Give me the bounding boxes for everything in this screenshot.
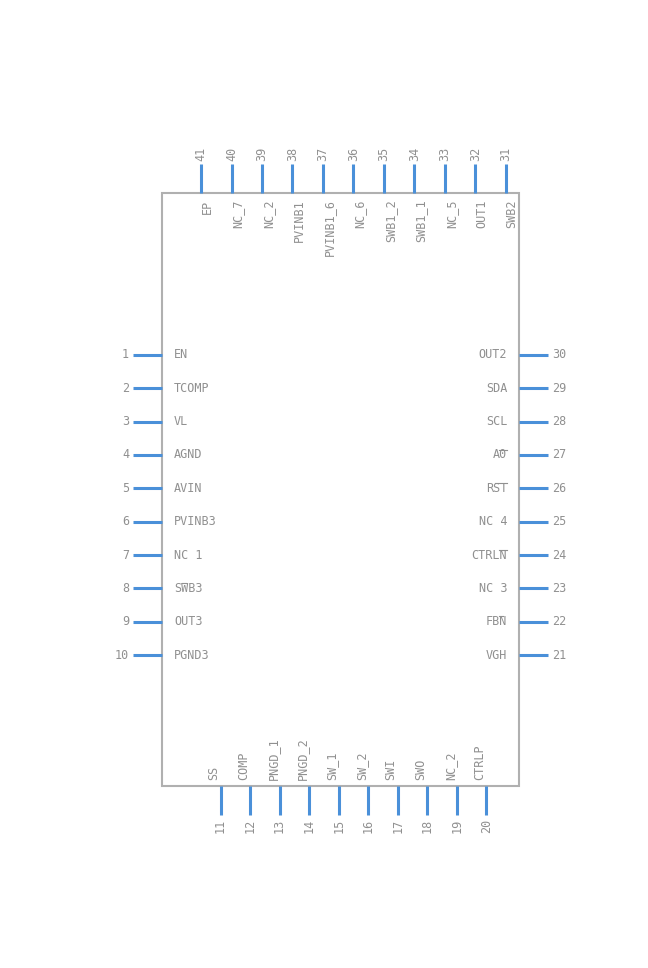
Text: 37: 37: [316, 146, 329, 161]
Text: 30: 30: [552, 348, 566, 361]
Text: 3: 3: [122, 415, 129, 428]
Text: SWO: SWO: [414, 759, 427, 780]
Text: 35: 35: [377, 146, 390, 161]
Text: 19: 19: [450, 818, 463, 832]
Text: SDA: SDA: [486, 381, 507, 395]
Text: NC 1: NC 1: [174, 549, 202, 561]
Text: AGND: AGND: [174, 448, 202, 462]
Text: SWB1_2: SWB1_2: [384, 199, 397, 242]
Text: SS: SS: [207, 766, 220, 780]
Text: PNGD_2: PNGD_2: [296, 738, 309, 780]
Text: VL: VL: [174, 415, 189, 428]
Text: VGH: VGH: [486, 649, 507, 662]
Text: NC 3: NC 3: [479, 582, 507, 595]
Text: EP: EP: [201, 199, 214, 214]
Text: SW_1: SW_1: [326, 751, 339, 780]
Text: SWB2: SWB2: [505, 199, 518, 227]
Text: 28: 28: [552, 415, 566, 428]
Text: CTRLP: CTRLP: [473, 744, 487, 780]
Text: PVINB1: PVINB1: [292, 199, 305, 242]
Text: NC_5: NC_5: [445, 199, 457, 227]
Text: 25: 25: [552, 515, 566, 529]
Text: 8: 8: [122, 582, 129, 595]
Text: EN: EN: [174, 348, 189, 361]
Text: OUT1: OUT1: [475, 199, 488, 227]
Text: 27: 27: [552, 448, 566, 462]
Text: 11: 11: [214, 818, 227, 832]
Text: 14: 14: [303, 818, 316, 832]
Text: 32: 32: [469, 146, 481, 161]
Text: 41: 41: [194, 146, 207, 161]
Text: TCOMP: TCOMP: [174, 381, 209, 395]
Text: 17: 17: [391, 818, 404, 832]
Text: 23: 23: [552, 582, 566, 595]
Text: PGND3: PGND3: [174, 649, 209, 662]
Text: 16: 16: [362, 818, 375, 832]
Text: AVIN: AVIN: [174, 482, 202, 495]
Text: 18: 18: [421, 818, 434, 832]
Text: NC_6: NC_6: [353, 199, 366, 227]
Text: SWI: SWI: [385, 759, 398, 780]
Text: 15: 15: [332, 818, 345, 832]
Text: CTRLN: CTRLN: [472, 549, 507, 561]
Text: 33: 33: [438, 146, 451, 161]
Text: 24: 24: [552, 549, 566, 561]
Text: NC_2: NC_2: [444, 751, 457, 780]
Text: 39: 39: [255, 146, 268, 161]
Text: 6: 6: [122, 515, 129, 529]
Text: NC_2: NC_2: [262, 199, 275, 227]
Text: A0: A0: [493, 448, 507, 462]
Text: PNGD_1: PNGD_1: [266, 738, 279, 780]
Text: 9: 9: [122, 616, 129, 628]
Text: 7: 7: [122, 549, 129, 561]
Text: 21: 21: [552, 649, 566, 662]
Text: 4: 4: [122, 448, 129, 462]
Text: 40: 40: [225, 146, 238, 161]
Text: 31: 31: [499, 146, 512, 161]
Text: 38: 38: [286, 146, 299, 161]
Text: COMP: COMP: [237, 751, 250, 780]
Text: SWB3: SWB3: [174, 582, 202, 595]
Text: RST: RST: [486, 482, 507, 495]
Text: PVINB3: PVINB3: [174, 515, 216, 529]
Text: 34: 34: [408, 146, 421, 161]
Text: OUT3: OUT3: [174, 616, 202, 628]
Text: 12: 12: [244, 818, 257, 832]
Text: 29: 29: [552, 381, 566, 395]
Text: 5: 5: [122, 482, 129, 495]
Text: SWB1_1: SWB1_1: [414, 199, 427, 242]
Bar: [163, 194, 519, 786]
Text: NC 4: NC 4: [479, 515, 507, 529]
Text: 36: 36: [347, 146, 360, 161]
Text: OUT2: OUT2: [479, 348, 507, 361]
Text: SCL: SCL: [486, 415, 507, 428]
Text: PVINB1_6: PVINB1_6: [323, 199, 336, 257]
Text: FBN: FBN: [486, 616, 507, 628]
Text: 20: 20: [480, 818, 493, 832]
Text: 22: 22: [552, 616, 566, 628]
Text: NC_7: NC_7: [231, 199, 244, 227]
Text: 10: 10: [115, 649, 129, 662]
Text: 26: 26: [552, 482, 566, 495]
Text: 2: 2: [122, 381, 129, 395]
Text: 1: 1: [122, 348, 129, 361]
Text: 13: 13: [273, 818, 286, 832]
Text: SW_2: SW_2: [355, 751, 368, 780]
